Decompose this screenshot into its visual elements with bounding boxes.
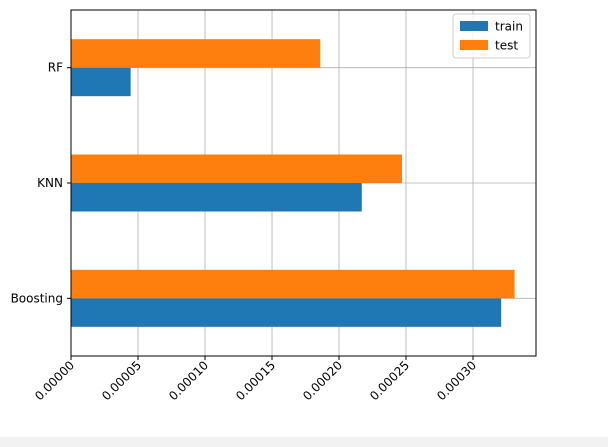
- x-tick-label: 0.00010: [166, 358, 211, 403]
- bar-test-knn: [71, 154, 402, 183]
- x-tick-label: 0.00025: [367, 358, 412, 403]
- bar-train-knn: [71, 183, 362, 212]
- x-tick-label: 0.00020: [300, 358, 345, 403]
- legend-swatch-test: [460, 40, 488, 50]
- legend-label-test: test: [495, 39, 518, 53]
- y-tick-label: KNN: [37, 176, 63, 190]
- bar-test-boosting: [71, 269, 515, 299]
- legend-label-train: train: [495, 20, 523, 34]
- x-tick-label: 0.00005: [99, 358, 144, 403]
- bar-train-rf: [71, 67, 131, 97]
- bar-train-boosting: [71, 298, 502, 327]
- x-tick-label: 0.00030: [434, 358, 479, 403]
- y-tick-label: RF: [48, 61, 63, 75]
- x-tick-label: 0.00000: [32, 358, 77, 403]
- bar-test-rf: [71, 39, 321, 68]
- bottom-strip: [0, 437, 608, 447]
- x-tick-label: 0.00015: [233, 358, 278, 403]
- legend-swatch-train: [460, 21, 488, 31]
- y-tick-label: Boosting: [11, 291, 63, 305]
